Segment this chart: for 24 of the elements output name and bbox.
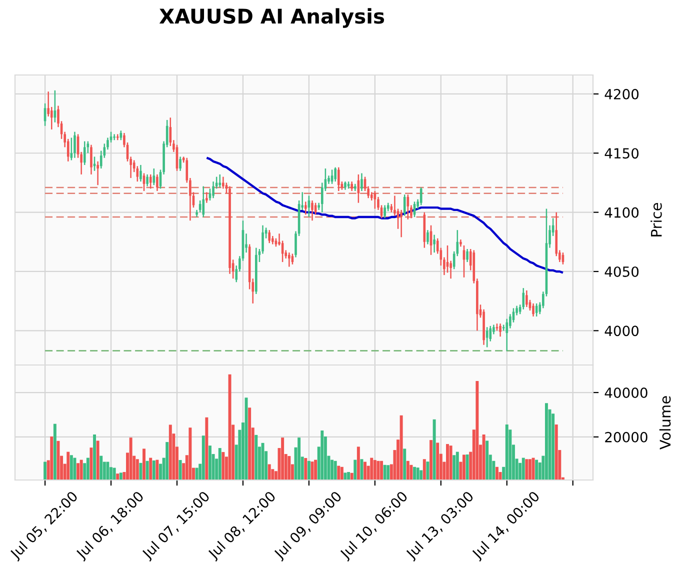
candlestick (152, 168, 156, 186)
candlestick (288, 252, 290, 268)
candlestick (140, 164, 142, 182)
candlestick (466, 248, 468, 263)
candlestick (433, 234, 436, 254)
candlestick (532, 302, 534, 318)
y-tick-label: 20000 (605, 432, 648, 442)
candlestick (506, 318, 508, 352)
candlestick (526, 290, 528, 308)
candlestick (74, 131, 76, 158)
candlestick (83, 140, 86, 166)
y-axis-title: Volume (659, 396, 671, 450)
y-tick-label: 40000 (604, 387, 648, 398)
y-tick-label: 4000 (604, 326, 639, 336)
candlestick (156, 174, 158, 192)
candlestick (90, 144, 92, 176)
candlestick (149, 174, 152, 190)
candlestick (486, 326, 488, 348)
y-tick-label: 4050 (604, 266, 639, 277)
candlestick (113, 134, 116, 141)
candlestick (499, 322, 502, 338)
candlestick (96, 160, 99, 186)
candlestick (522, 287, 525, 310)
candlestick (146, 174, 148, 187)
